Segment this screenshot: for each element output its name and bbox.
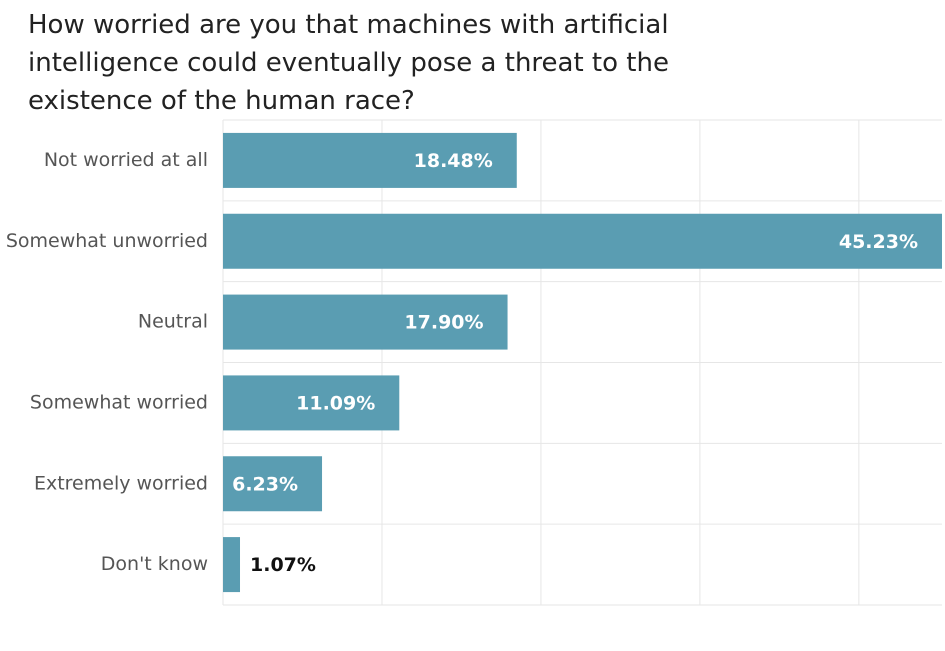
bar [223, 213, 942, 269]
bar [223, 456, 323, 512]
y-tick-label: Don't know [101, 553, 208, 575]
y-tick-label: Somewhat worried [30, 391, 208, 413]
value-label: 1.07% [250, 554, 316, 576]
bar [223, 375, 400, 431]
value-label: 11.09% [296, 392, 375, 414]
value-label: 18.48% [414, 150, 493, 172]
chart-title: How worried are you that machines with a… [28, 10, 669, 116]
bar [223, 537, 241, 593]
value-label: 45.23% [839, 231, 918, 253]
value-label: 6.23% [232, 473, 298, 495]
y-tick-label: Somewhat unworried [6, 230, 208, 252]
bar [223, 132, 517, 188]
bar [223, 294, 508, 350]
y-tick-label: Neutral [138, 311, 208, 333]
y-tick-label: Not worried at all [44, 149, 208, 171]
y-tick-label: Extremely worried [34, 472, 208, 494]
value-label: 17.90% [404, 312, 483, 334]
